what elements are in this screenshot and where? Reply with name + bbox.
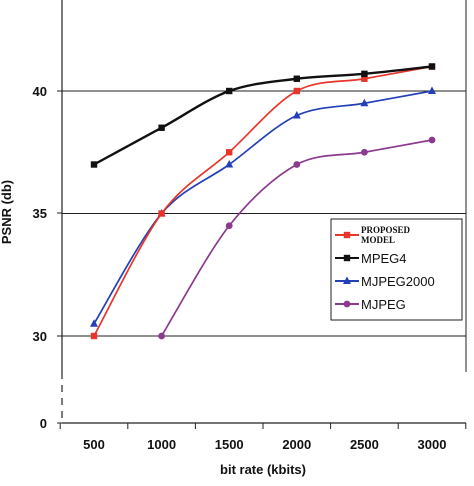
data-point-mjpeg <box>158 332 166 340</box>
x-tick-label: 2000 <box>282 437 311 452</box>
legend-label-mpeg4: MPEG4 <box>361 251 407 266</box>
data-point-mjpeg2000 <box>90 319 98 327</box>
data-point-proposed-model <box>90 332 98 340</box>
legend-label-mjpeg: MJPEG <box>361 297 406 312</box>
y-tick-label: 0 <box>40 416 47 431</box>
legend-marker-mjpeg <box>343 300 351 308</box>
data-point-proposed-model <box>361 75 368 82</box>
data-point-mjpeg2000 <box>292 111 301 119</box>
x-tick-label: 1500 <box>215 437 244 452</box>
tick-labels: 0 30 35 40 500 1000 1500 2000 2500 3000 <box>33 84 467 452</box>
data-point-proposed-model <box>226 149 233 156</box>
legend-marker-mjpeg2000 <box>343 276 351 284</box>
series-group <box>90 63 436 340</box>
data-point-mjpeg <box>361 148 368 156</box>
legend-label-proposed-model-line1: PROPOSED <box>361 225 411 235</box>
x-tick-label: 3000 <box>418 437 447 452</box>
data-point-proposed-model <box>158 210 165 217</box>
data-point-mjpeg2000 <box>360 98 369 107</box>
series-line-mpeg4 <box>93 65 433 166</box>
legend-marker-mpeg4 <box>343 254 351 262</box>
data-point-mpeg4 <box>158 124 165 131</box>
data-point-mjpeg <box>428 136 436 144</box>
data-point-mpeg4 <box>293 75 300 82</box>
x-tick-label: 500 <box>83 437 105 452</box>
series-line-mjpeg <box>160 139 433 337</box>
y-tick-label: 35 <box>33 206 47 221</box>
data-point-mjpeg <box>293 161 301 168</box>
y-tick-label: 30 <box>33 329 47 344</box>
legend-label-mjpeg2000: MJPEG2000 <box>361 274 435 289</box>
legend-marker-proposed-model <box>343 231 351 239</box>
data-point-mpeg4 <box>90 161 98 168</box>
x-axis-title: bit rate (kbits) <box>220 462 306 477</box>
data-point-mjpeg2000 <box>428 86 436 94</box>
data-point-mpeg4 <box>361 70 368 78</box>
gridlines <box>62 90 466 337</box>
data-point-mpeg4 <box>226 87 233 95</box>
y-axis-title: PSNR (db) <box>0 180 14 244</box>
data-point-proposed-model <box>293 87 300 95</box>
legend-label-proposed-model-line2: MODEL <box>361 235 395 245</box>
x-tick-label: 2500 <box>350 437 379 452</box>
y-tick-label: 40 <box>33 84 47 99</box>
data-point-mjpeg2000 <box>225 160 234 168</box>
data-point-mpeg4 <box>428 63 436 70</box>
x-tick-label: 1000 <box>147 437 176 452</box>
data-point-mjpeg <box>225 222 233 230</box>
